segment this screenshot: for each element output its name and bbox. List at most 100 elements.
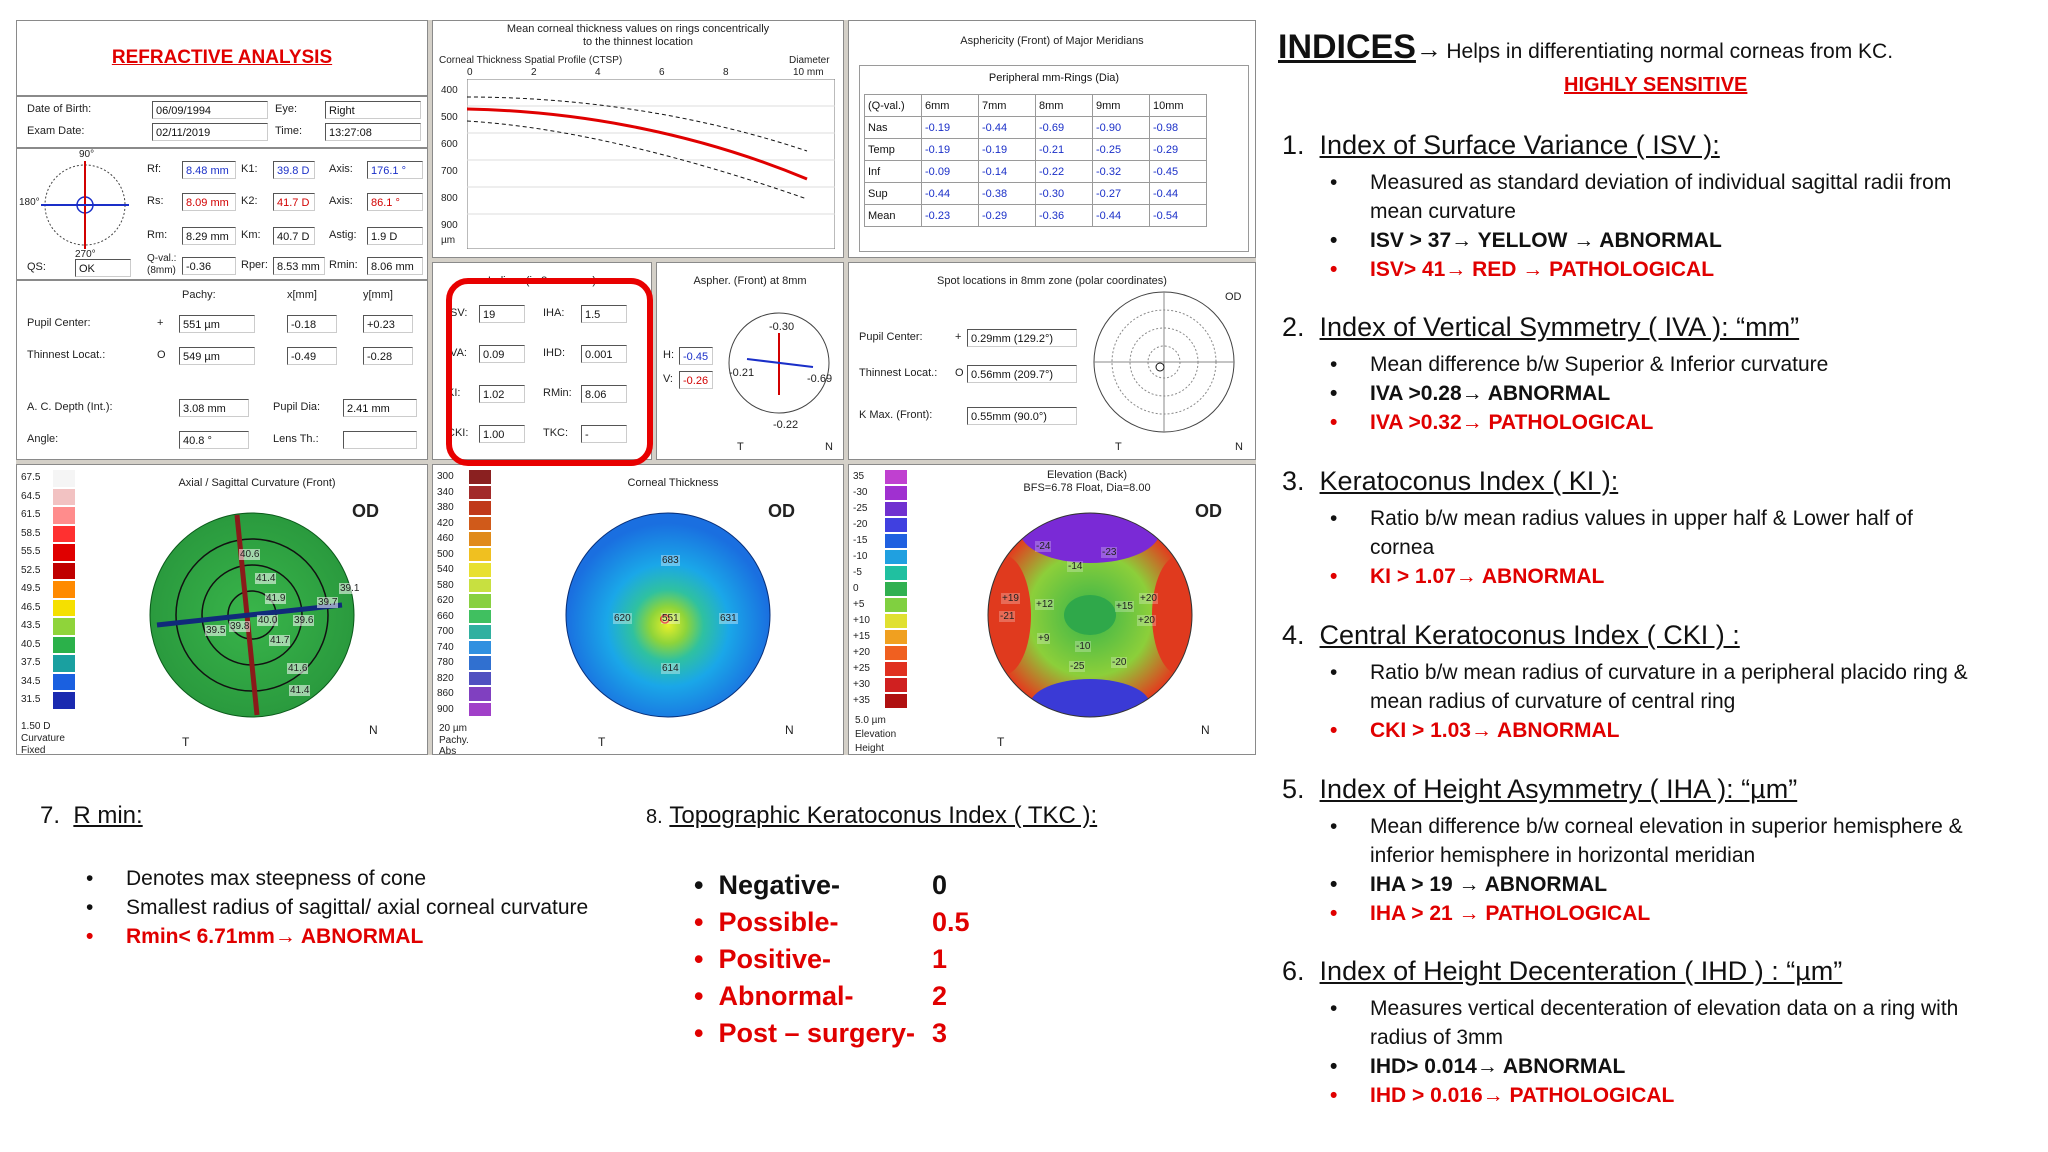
- asphericity-cell: Mean: [864, 204, 922, 227]
- indices-panel: Indices (in 8mm zone) ISV: 19 IHA: 1.5 I…: [432, 262, 652, 460]
- scale-label: 500: [437, 548, 454, 560]
- asphericity-table-frame: Peripheral mm-Rings (Dia) (Q-val.) 6mm 7mm…: [859, 65, 1249, 252]
- index-bullet-abnormal: • IHD> 0.014→ ABNORMAL: [1330, 1052, 1625, 1081]
- ctsp-subtitle: Corneal Thickness Spatial Profile (CTSP): [439, 55, 623, 66]
- thickness-color-scale: 300 340 380 420 460 500 540 580 620 660 700 740 780 8…: [435, 469, 497, 717]
- ctsp-y-tick: 900: [441, 220, 458, 231]
- scale-entry: -10: [851, 549, 913, 565]
- scale-swatch: [885, 694, 907, 708]
- scale-label: 580: [437, 579, 454, 591]
- thinnest-symbol: O: [157, 349, 166, 361]
- ctsp-panel: Mean corneal thickness values on rings c…: [432, 20, 844, 258]
- map-value: -23: [1101, 547, 1118, 558]
- isv-field: 19: [479, 305, 525, 323]
- elevation-n: N: [1201, 723, 1210, 737]
- elevation-scale-type: Elevation: [855, 729, 897, 740]
- map-value: 39.5: [205, 625, 227, 636]
- spot-n: N: [1235, 441, 1243, 453]
- deg-90: 90°: [79, 149, 95, 160]
- ctsp-x-tick: 8: [723, 67, 729, 78]
- ctsp-diam-label: Diameter: [789, 55, 830, 66]
- scale-label: +25: [853, 663, 870, 674]
- index-heading: 6. Index of Height Decenteration ( IHD )…: [1282, 956, 1842, 987]
- scale-entry: 420: [435, 516, 497, 532]
- index-bullet-desc-cont: radius of 3mm: [1370, 1026, 1504, 1049]
- scale-label: 900: [437, 703, 454, 715]
- tkc-label: Positive-: [718, 944, 832, 974]
- index-bullet-desc: • Measures vertical decenteration of elev…: [1330, 994, 1958, 1023]
- ctsp-plot: [467, 79, 835, 249]
- index-bullet-desc: • Measured as standard deviation of indiv…: [1330, 168, 1952, 197]
- asphericity-panel: Asphericity (Front) of Major Meridians P…: [848, 20, 1256, 258]
- asphericity-cell: -0.44: [978, 116, 1036, 139]
- tkc-dot: •: [694, 944, 719, 974]
- bullet-dot: •: [1330, 1084, 1338, 1107]
- index-title: Central Keratoconus Index ( CKI ) :: [1319, 620, 1740, 650]
- thickness-scale-mode: Abs: [439, 746, 457, 755]
- index-title: Index of Height Decenteration ( IHD ) : …: [1319, 956, 1843, 986]
- asphericity-cell: -0.19: [921, 116, 979, 139]
- asphericity-cell: -0.19: [921, 138, 979, 161]
- tkc-label: Post – surgery-: [718, 1018, 916, 1048]
- asphericity-cell: Nas: [864, 116, 922, 139]
- thinnest-y-field: -0.28: [363, 347, 413, 365]
- asphericity-header-cell: 6mm: [921, 94, 979, 117]
- asphericity-cell: -0.27: [1092, 182, 1150, 205]
- asphericity-cell: -0.69: [1035, 116, 1093, 139]
- ctsp-y-tick: 500: [441, 112, 458, 123]
- asphericity-cell: -0.90: [1092, 116, 1150, 139]
- map-value: +20: [1137, 615, 1156, 626]
- scale-label: 820: [437, 672, 454, 684]
- map-value: 631: [719, 613, 738, 624]
- y-header: y[mm]: [363, 289, 393, 301]
- bullet-text: Measured as standard deviation of indivi…: [1370, 171, 1952, 194]
- pentacam-screenshot: REFRACTIVE ANALYSIS Date of Birth: 06/09…: [16, 20, 1256, 755]
- scale-label: 43.5: [21, 620, 41, 631]
- scale-entry: 55.5: [19, 543, 81, 562]
- scale-swatch: [53, 618, 75, 635]
- elevation-title: Elevation (Back): [1046, 469, 1128, 481]
- aspher8-h-field: -0.45: [679, 347, 713, 365]
- bullet-dot: •: [1330, 353, 1338, 376]
- index-bullet-pathological: • IVA >0.32→ PATHOLOGICAL: [1330, 408, 1653, 437]
- map-value: 614: [661, 663, 680, 674]
- index-bullet-desc: • Ratio b/w mean radius values in upper h…: [1330, 504, 1913, 533]
- aspher8-bottom: -0.22: [773, 419, 799, 431]
- lens-label: Lens Th.:: [273, 433, 319, 445]
- index-num: 2.: [1282, 312, 1305, 342]
- tkc-label: Abnormal-: [718, 981, 854, 1011]
- scale-label: 300: [437, 471, 454, 482]
- bullet-text: Mean difference b/w corneal elevation in…: [1370, 815, 1963, 838]
- rper-label: Rper:: [241, 259, 268, 271]
- rm-field: 8.29 mm: [182, 227, 236, 245]
- ctsp-y-tick: 400: [441, 85, 458, 96]
- bullet-text: IHA > 19 → ABNORMAL: [1370, 873, 1608, 896]
- astigmatism-axis-diagram: [41, 161, 129, 249]
- ihd-field: 0.001: [581, 345, 627, 363]
- dob-label: Date of Birth:: [27, 103, 92, 115]
- scale-entry: +5: [851, 597, 913, 613]
- pupil-center-label: Pupil Center:: [27, 317, 91, 329]
- scale-label: 780: [437, 657, 454, 668]
- elevation-bfs: BFS=6.78 Float, Dia=8.00: [1023, 482, 1151, 494]
- scale-entry: 660: [435, 609, 497, 625]
- acd-label: A. C. Depth (Int.):: [27, 401, 113, 413]
- eye-label: Eye:: [275, 103, 298, 115]
- isv-label: ISV:: [447, 307, 468, 319]
- asphericity-cell: -0.38: [978, 182, 1036, 205]
- angle-label: Angle:: [27, 433, 59, 445]
- asphericity-cell: -0.29: [1149, 138, 1207, 161]
- index-bullet-pathological: • IHA > 21 → PATHOLOGICAL: [1330, 899, 1650, 928]
- map-value: 41.4: [255, 573, 277, 584]
- bullet-text: KI > 1.07→ ABNORMAL: [1370, 565, 1605, 588]
- map-value: 41.7: [269, 635, 291, 646]
- axial-t: T: [182, 735, 190, 749]
- bullet-dot: •: [1330, 873, 1338, 896]
- map-value: 41.4: [289, 685, 311, 696]
- index-num: 4.: [1282, 620, 1305, 650]
- scale-entry: 46.5: [19, 599, 81, 618]
- map-value: -20: [1111, 657, 1128, 668]
- tkc-value: 0: [932, 870, 948, 900]
- index-title: Keratoconus Index ( KI ):: [1319, 466, 1619, 496]
- scale-label: -30: [853, 487, 868, 498]
